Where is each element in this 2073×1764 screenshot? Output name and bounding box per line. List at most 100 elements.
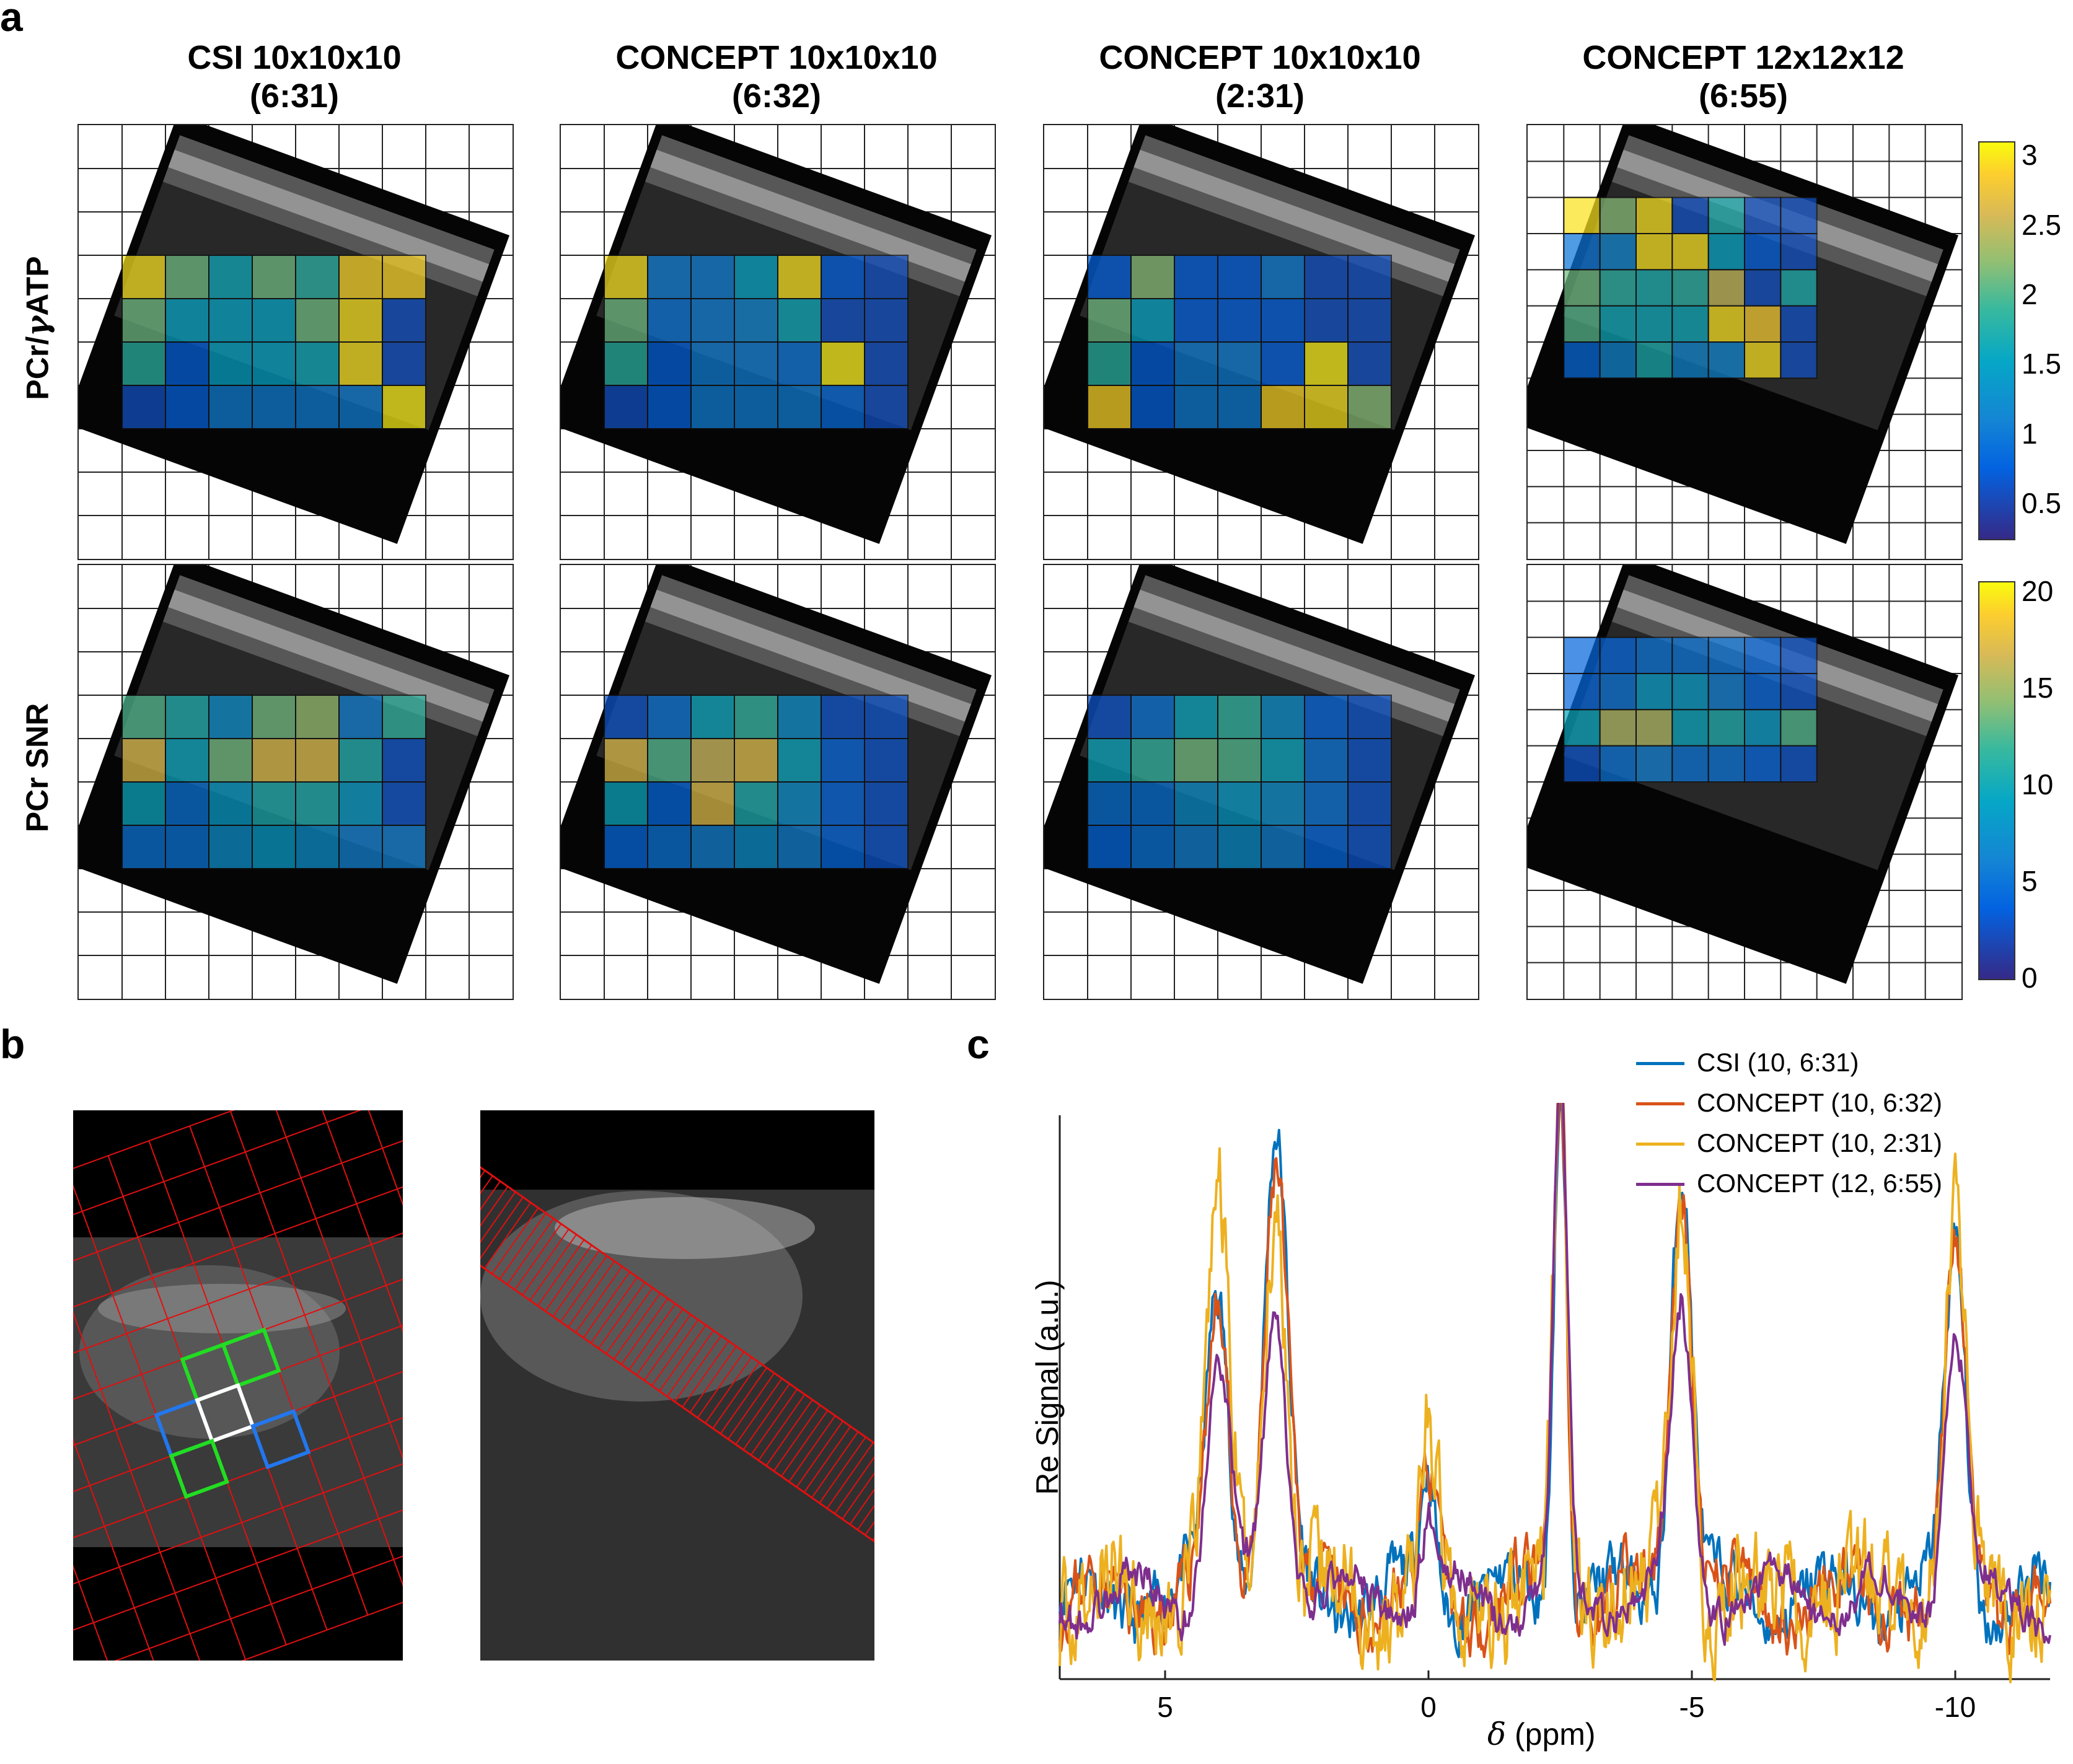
- overlay-cell: [121, 781, 166, 826]
- slab-partition: [491, 1207, 539, 1275]
- overlay-cell: [1130, 781, 1175, 826]
- anatomy-band-bright: [168, 589, 490, 722]
- overlay-cell: [864, 385, 909, 429]
- overlay-cell: [338, 738, 383, 783]
- overlay-cell: [604, 385, 648, 429]
- overlay-cell: [252, 385, 296, 429]
- overlay-cell: [1744, 305, 1782, 343]
- overlay-cell: [1174, 341, 1218, 386]
- overlay-cell: [295, 781, 340, 826]
- overlay-cell: [208, 298, 253, 343]
- overlay-cell: [604, 738, 648, 783]
- spectrum-chart: [1054, 1070, 2051, 1722]
- overlay-cell: [1635, 341, 1673, 379]
- overlay-cell: [1599, 709, 1637, 747]
- overlay-cell: [1780, 305, 1818, 343]
- anatomy-band-bright: [650, 589, 972, 722]
- voxel-highlight: [221, 1327, 281, 1388]
- overlay-cell: [777, 298, 822, 343]
- overlay-cell: [1347, 738, 1392, 783]
- x-axis-label-greek: δ: [1487, 1716, 1507, 1752]
- overlay-cell: [1087, 298, 1132, 343]
- overlay-cell: [647, 825, 692, 869]
- x-tick-label: -5: [1679, 1691, 1705, 1723]
- overlay-cell: [1347, 341, 1392, 386]
- overlay-cell: [734, 825, 778, 869]
- overlay-cell: [864, 825, 909, 869]
- slab-partition: [529, 1234, 577, 1301]
- overlay-cell: [1130, 385, 1175, 429]
- overlay-cell: [295, 385, 340, 429]
- overlay-cell: [382, 825, 426, 869]
- slab-partition: [819, 1436, 866, 1504]
- overlay-cell: [821, 781, 865, 826]
- overlay-cell: [1087, 385, 1132, 429]
- row-label-ratio-suffix: ATP: [20, 256, 55, 316]
- row-label-snr: PCr SNR: [19, 613, 55, 923]
- overlay-cell: [252, 298, 296, 343]
- overlay-cell: [1707, 305, 1745, 343]
- overlay-cell: [121, 385, 166, 429]
- overlay-cell: [1707, 709, 1745, 747]
- overlay-cell: [1130, 825, 1175, 869]
- overlay-cell: [690, 781, 735, 826]
- overlay-cell: [252, 738, 296, 783]
- overlay-cell: [252, 695, 296, 739]
- overlay-cell: [1217, 695, 1262, 739]
- overlay-cell: [338, 695, 383, 739]
- overlay-cell: [208, 695, 253, 739]
- slab-partition: [480, 1196, 524, 1264]
- slab-partition: [560, 1255, 607, 1322]
- row-label-ratio: PCr/γATP: [19, 173, 56, 483]
- overlay-cell: [165, 255, 209, 299]
- overlay-cell: [690, 341, 735, 386]
- overlay-cell: [1087, 825, 1132, 869]
- overlay-cell: [1780, 233, 1818, 271]
- overlay-cell: [604, 341, 648, 386]
- overlay-cell: [1744, 673, 1782, 711]
- overlay-cell: [208, 738, 253, 783]
- overlay-cell: [121, 341, 166, 386]
- overlay-cell: [1635, 709, 1673, 747]
- overlay-cell: [1563, 673, 1601, 711]
- overlay-cell: [1087, 695, 1132, 739]
- overlay-cell: [1671, 709, 1709, 747]
- voxel-highlight: [250, 1408, 311, 1470]
- grid-line-red: [352, 1110, 403, 1556]
- slab-partition: [697, 1351, 745, 1418]
- overlay-cell: [208, 385, 253, 429]
- x-tick-label: 0: [1420, 1691, 1437, 1723]
- overlay-cell: [1599, 636, 1637, 674]
- panel-letter-a: a: [0, 0, 23, 40]
- overlay-cell: [1347, 695, 1392, 739]
- overlay-cell: [1599, 305, 1637, 343]
- legend-swatch-concept-10-231: [1636, 1143, 1684, 1146]
- overlay-cell: [604, 781, 648, 826]
- overlay-cell: [1217, 825, 1262, 869]
- overlay-cell: [252, 781, 296, 826]
- overlay-cell: [821, 385, 865, 429]
- overlay-cell: [1599, 673, 1637, 711]
- overlay-cell: [1780, 269, 1818, 307]
- slab-partition: [788, 1415, 836, 1482]
- overlay-cell: [1217, 738, 1262, 783]
- grid-line-red: [311, 1110, 403, 1571]
- overlay-cell: [690, 695, 735, 739]
- colorbar-ratio: [1978, 141, 2015, 540]
- legend-label-concept-12-655: CONCEPT (12, 6:55): [1697, 1169, 1943, 1198]
- slab-partition: [545, 1245, 592, 1312]
- column-title-1-line2: (6:31): [249, 77, 340, 115]
- spectrum-series-line: [1059, 1071, 2051, 1646]
- overlay-cell: [1707, 233, 1745, 271]
- overlay-cell: [252, 341, 296, 386]
- overlay-cell: [295, 738, 340, 783]
- overlay-cell: [777, 255, 822, 299]
- overlay-cell: [1174, 738, 1218, 783]
- slab-partition: [613, 1292, 661, 1360]
- overlay-cell: [208, 255, 253, 299]
- overlay-cell: [1347, 781, 1392, 826]
- overlay-cell: [777, 385, 822, 429]
- overlay-cell: [821, 341, 865, 386]
- overlay-cell: [1347, 298, 1392, 343]
- overlay-cell: [647, 695, 692, 739]
